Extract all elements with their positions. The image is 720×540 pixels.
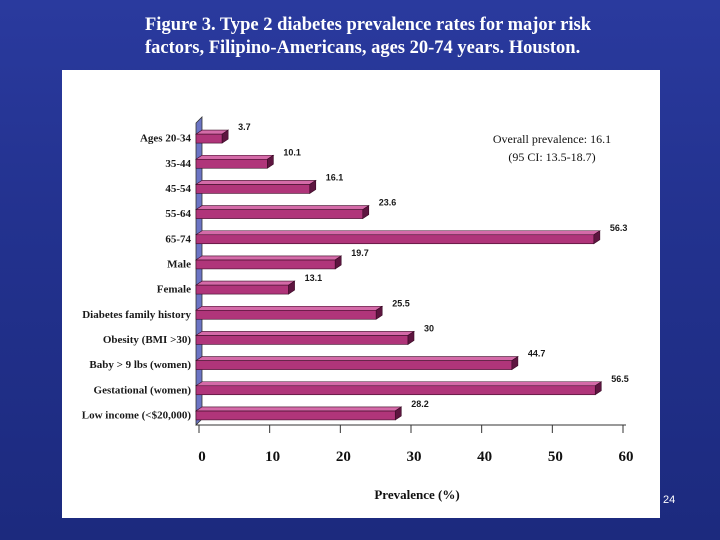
bar-top <box>195 230 601 236</box>
bar-top <box>195 205 370 210</box>
category-label: Diabetes family history <box>82 309 191 321</box>
category-label: Low income (<$20,000) <box>82 409 192 421</box>
bar-top <box>195 280 296 286</box>
bar-front <box>195 158 268 169</box>
bar <box>195 129 230 144</box>
x-axis-ticks: 0 10 20 30 40 50 60 <box>198 425 634 465</box>
slide-title-line-1: Figure 3. Type 2 diabetes prevalence rat… <box>145 15 591 35</box>
value-label: 10.1 <box>283 147 301 157</box>
x-tick-label: 0 <box>198 449 206 465</box>
category-labels: Ages 20-34 35-44 45-54 55-64 65-74 Male Female… <box>82 133 192 422</box>
x-tick-label: 10 <box>265 449 280 465</box>
bar-front <box>195 209 364 219</box>
category-label: 35-44 <box>165 158 191 170</box>
bar <box>195 205 370 220</box>
value-label: 56.5 <box>611 374 629 384</box>
bar-front <box>195 133 223 144</box>
bar <box>195 381 603 396</box>
bar-top <box>195 406 403 412</box>
category-label: Male <box>167 258 191 270</box>
bar-top <box>195 255 343 261</box>
chart-panel <box>62 70 660 518</box>
value-label: 30 <box>424 323 434 333</box>
x-tick-label: 60 <box>619 449 634 465</box>
bar <box>195 305 384 320</box>
bar <box>195 154 275 169</box>
category-label: Female <box>157 284 191 296</box>
page-number: 24 <box>663 494 676 506</box>
category-label: Baby > 9 lbs (women) <box>89 359 191 371</box>
value-label: 25.5 <box>392 298 410 308</box>
bar-side <box>309 179 317 194</box>
bar-side <box>394 406 402 421</box>
x-axis-title: Prevalence (%) <box>374 487 459 502</box>
value-labels: 3.7 10.1 16.1 23.6 56.3 19.7 13.1 25.5 30 44.7 56.… <box>238 122 629 409</box>
bar <box>195 230 601 245</box>
bar-top <box>195 356 519 361</box>
overall-prevalence-note: Overall prevalence: 16.1 <box>493 132 611 146</box>
value-label: 23.6 <box>379 198 397 208</box>
bar <box>195 179 317 194</box>
bar-front <box>195 284 289 295</box>
bar-top <box>195 381 603 387</box>
bar-top <box>195 331 415 336</box>
category-label: 55-64 <box>165 208 191 220</box>
bar <box>195 356 519 371</box>
x-tick-label: 40 <box>477 449 492 465</box>
value-label: 44.7 <box>528 349 546 359</box>
value-label: 16.1 <box>326 172 344 182</box>
category-label: Gestational (women) <box>94 384 192 396</box>
bar-front <box>195 309 377 320</box>
bar-side <box>267 154 274 169</box>
category-label: 65-74 <box>165 233 191 245</box>
value-label: 28.2 <box>411 399 429 409</box>
bar-front <box>195 410 396 421</box>
bar-side <box>362 205 370 220</box>
bar-top <box>195 305 384 311</box>
bar <box>195 406 403 421</box>
bar-side <box>375 305 383 320</box>
category-label: Obesity (BMI >30) <box>103 334 191 346</box>
bar <box>195 280 296 295</box>
bar-front <box>195 335 409 345</box>
bar-side <box>593 230 601 245</box>
bar-front <box>195 360 513 370</box>
confidence-interval-note: (95 CI: 13.5-18.7) <box>508 150 595 164</box>
slide-title-line-2: factors, Filipino-Americans, ages 20-74 … <box>145 38 581 58</box>
x-tick-label: 50 <box>548 449 563 465</box>
bar-side <box>407 330 415 345</box>
bar-side <box>288 280 295 295</box>
value-label: 56.3 <box>610 223 628 233</box>
bar-side <box>221 129 229 144</box>
bar-front <box>195 259 336 270</box>
bar-front <box>195 234 595 245</box>
category-label: Ages 20-34 <box>140 133 192 145</box>
category-label: 45-54 <box>165 183 191 195</box>
value-label: 13.1 <box>305 273 323 283</box>
bar-front <box>195 385 596 396</box>
bars <box>195 129 603 421</box>
bar-side <box>511 356 519 371</box>
bar-front <box>195 184 311 194</box>
bar-side <box>594 381 602 396</box>
x-tick-label: 30 <box>407 449 422 465</box>
bar-top <box>195 154 275 160</box>
slide-title: Figure 3. Type 2 diabetes prevalence rat… <box>145 14 665 60</box>
x-tick-label: 20 <box>336 449 351 465</box>
bar <box>195 330 415 345</box>
value-label: 3.7 <box>238 122 251 132</box>
value-label: 19.7 <box>351 248 369 258</box>
bar-top <box>195 180 317 185</box>
bar <box>195 255 343 270</box>
bar-side <box>334 255 342 270</box>
